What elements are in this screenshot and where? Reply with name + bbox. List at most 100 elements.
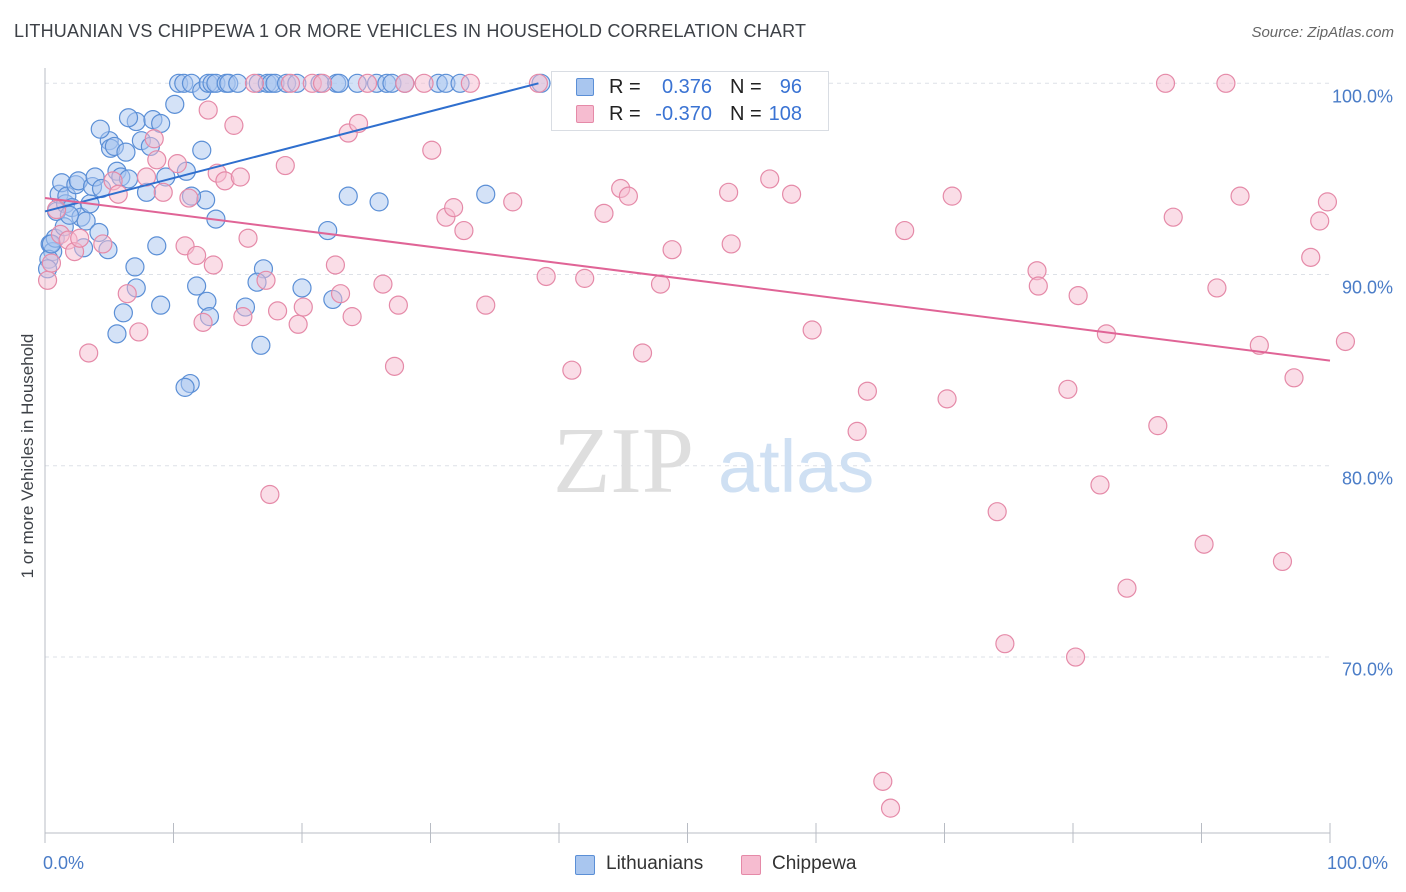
point-lithuanians-82 (476, 184, 496, 204)
y-tick-label-80: 80.0% (1341, 468, 1393, 489)
watermark-atlas: atlas (718, 425, 874, 508)
x-tick-label-max: 100.0% (1327, 853, 1389, 873)
point-lithuanians-72 (151, 295, 171, 315)
point-chippewa-14 (144, 129, 164, 149)
point-chippewa-94 (1207, 278, 1227, 298)
legend-label-lithuanians: Lithuanians (606, 853, 704, 874)
point-chippewa-51 (422, 140, 442, 160)
series-chippewa-points (37, 73, 1356, 818)
point-chippewa-99 (1284, 368, 1304, 388)
legend-r-label: R = (609, 76, 641, 98)
point-chippewa-36 (288, 314, 308, 334)
watermark: ZIP atlas (553, 409, 874, 513)
point-chippewa-41 (330, 284, 351, 304)
point-chippewa-67 (662, 240, 682, 260)
point-chippewa-90 (1148, 416, 1168, 436)
point-chippewa-81 (995, 634, 1015, 654)
point-chippewa-32 (260, 484, 280, 505)
point-chippewa-47 (384, 356, 405, 376)
point-chippewa-56 (476, 295, 496, 315)
point-lithuanians-33 (116, 142, 136, 162)
point-chippewa-40 (325, 255, 346, 275)
x-tick-label-min: 0.0% (43, 853, 85, 873)
point-chippewa-6 (70, 228, 90, 248)
legend-row-chippewa: R = -0.370 N = 108 (552, 101, 828, 127)
point-chippewa-29 (238, 228, 258, 248)
point-chippewa-60 (562, 360, 582, 380)
point-chippewa-85 (1065, 647, 1086, 667)
point-chippewa-26 (224, 115, 244, 135)
legend-swatch-lithuanians (575, 855, 595, 875)
legend-swatch-blue (576, 78, 594, 96)
point-chippewa-102 (1317, 192, 1338, 212)
point-chippewa-33 (267, 301, 288, 321)
point-chippewa-100 (1301, 247, 1321, 267)
point-chippewa-64 (618, 186, 638, 206)
point-chippewa-7 (79, 343, 99, 363)
point-chippewa-30 (244, 73, 265, 93)
point-lithuanians-71 (113, 303, 133, 323)
point-chippewa-2 (46, 199, 67, 220)
point-chippewa-20 (187, 245, 207, 266)
point-chippewa-97 (1249, 335, 1269, 355)
y-tick-label-70: 70.0% (1341, 659, 1393, 680)
point-chippewa-21 (193, 312, 213, 332)
legend-n-value-chippewa: 108 (768, 103, 802, 125)
chart-title: LITHUANIAN VS CHIPPEWA 1 OR MORE VEHICLE… (14, 21, 807, 41)
point-lithuanians-79 (318, 220, 338, 241)
point-chippewa-48 (388, 295, 408, 315)
point-lithuanians-84 (107, 324, 127, 344)
point-chippewa-72 (802, 320, 822, 340)
point-chippewa-76 (880, 798, 901, 818)
point-chippewa-45 (357, 73, 378, 93)
point-lithuanians-85 (251, 335, 271, 355)
legend-n-label: N = (730, 103, 762, 125)
legend-r-value-lithuanians: 0.376 (661, 76, 712, 98)
point-chippewa-91 (1155, 73, 1176, 93)
point-chippewa-16 (153, 182, 173, 202)
source-label: Source: ZipAtlas.com (1251, 24, 1394, 41)
point-chippewa-28 (233, 307, 253, 327)
watermark-zip: ZIP (553, 409, 694, 513)
point-chippewa-46 (373, 274, 393, 294)
point-chippewa-66 (650, 274, 671, 294)
point-chippewa-75 (873, 771, 893, 791)
point-chippewa-31 (256, 270, 276, 290)
trend-lines (44, 82, 1331, 362)
point-chippewa-35 (280, 73, 301, 93)
point-chippewa-73 (847, 421, 867, 441)
point-chippewa-22 (198, 100, 218, 120)
point-lithuanians-81 (369, 192, 389, 212)
point-chippewa-74 (857, 381, 878, 401)
point-chippewa-101 (1310, 211, 1330, 231)
legend-n-value-lithuanians: 96 (779, 76, 802, 98)
point-lithuanians-68 (147, 236, 167, 256)
point-chippewa-87 (1090, 475, 1110, 495)
point-lithuanians-46 (228, 73, 248, 93)
correlation-legend: R = 0.376 N = 96 R = -0.370 N = 108 (551, 71, 829, 131)
legend-swatch-chippewa (741, 855, 761, 875)
point-chippewa-84 (1058, 379, 1078, 399)
point-chippewa-8 (93, 234, 113, 254)
point-lithuanians-55 (329, 73, 349, 93)
legend-label-chippewa: Chippewa (772, 853, 857, 874)
point-chippewa-37 (293, 297, 313, 317)
legend-n-label: N = (730, 76, 762, 98)
legend-row-lithuanians: R = 0.376 N = 96 (552, 74, 828, 100)
point-chippewa-68 (721, 234, 741, 254)
legend-swatch-pink (576, 105, 594, 123)
point-chippewa-49 (395, 73, 415, 93)
point-chippewa-65 (632, 343, 653, 363)
point-chippewa-78 (937, 389, 957, 409)
series-lithuanians-points (37, 73, 551, 397)
point-chippewa-15 (147, 150, 167, 170)
point-chippewa-1 (41, 253, 62, 273)
point-chippewa-11 (117, 284, 137, 304)
point-lithuanians-28 (165, 94, 185, 114)
point-chippewa-50 (414, 73, 434, 93)
point-chippewa-55 (460, 73, 480, 93)
point-chippewa-43 (342, 307, 362, 327)
point-lithuanians-69 (125, 257, 145, 277)
point-chippewa-23 (203, 255, 223, 275)
